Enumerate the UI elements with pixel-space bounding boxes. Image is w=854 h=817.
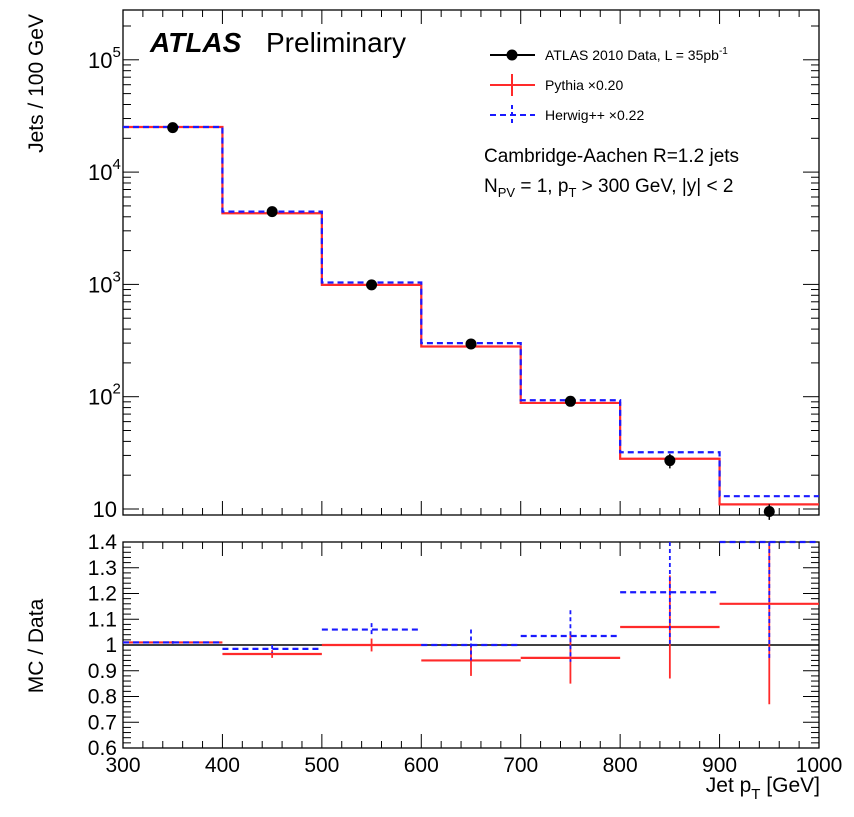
xtick-label: 500 (304, 754, 339, 777)
xtick-label: 400 (205, 754, 240, 777)
ratio-ytick-labels: 0.60.70.80.911.11.21.31.4 (88, 531, 118, 760)
ratio-series-layer (123, 542, 819, 704)
xtick-label: 800 (603, 754, 638, 777)
ratio-ytick-label: 0.7 (88, 711, 117, 734)
data-point (366, 279, 377, 290)
xaxis-label: Jet pT [GeV] (706, 774, 820, 803)
ratio-ytick-label: 1.2 (88, 583, 117, 606)
main-ytick-label: 104 (88, 156, 121, 185)
legend-entry-herwig: Herwig++ ×0.22 (490, 105, 644, 125)
data-point (167, 122, 178, 133)
atlas-label: ATLAS (149, 27, 242, 58)
ratio-ytick-label: 1.3 (88, 557, 117, 580)
xtick-label: 700 (503, 754, 538, 777)
main-ylabel: Jets / 100 GeV (25, 14, 48, 153)
xtick-label: 300 (105, 754, 140, 777)
legend-label-data: ATLAS 2010 Data, L = 35pb-1 (545, 46, 728, 63)
data-point (764, 506, 775, 517)
main-ytick-label: 103 (88, 268, 121, 297)
main-ytick-label: 10 (93, 497, 117, 522)
ratio-ytick-label: 1 (105, 634, 117, 657)
ratio-ytick-label: 0.8 (88, 686, 117, 709)
jet-info-annotation: Cambridge-Aachen R=1.2 jets (484, 146, 739, 167)
main-ytick-labels: 10 102 103 104 105 (88, 44, 121, 522)
data-point (565, 396, 576, 407)
ratio-ylabel: MC / Data (25, 598, 48, 693)
main-ytick-label: 102 (88, 381, 121, 410)
ratio-ytick-label: 0.9 (88, 660, 117, 683)
ratio-ytick-label: 1.4 (88, 531, 118, 554)
legend-entry-pythia: Pythia ×0.20 (490, 74, 623, 96)
selection-annotation: NPV = 1, pT > 300 GeV, |y| < 2 (484, 176, 733, 200)
main-axis-ticks (123, 10, 819, 515)
legend-entry-data: ATLAS 2010 Data, L = 35pb-1 (490, 46, 728, 63)
ratio-ytick-label: 1.1 (88, 608, 117, 631)
legend: ATLAS 2010 Data, L = 35pb-1 Pythia ×0.20… (490, 46, 728, 125)
main-plot-frame (123, 10, 819, 515)
xtick-label: 600 (404, 754, 439, 777)
preliminary-label: Preliminary (266, 27, 406, 58)
data-point (664, 455, 675, 466)
data-point (466, 338, 477, 349)
legend-label-pythia: Pythia ×0.20 (545, 77, 623, 93)
main-ytick-label: 105 (88, 44, 121, 73)
legend-label-herwig: Herwig++ ×0.22 (545, 107, 644, 123)
data-point (267, 206, 278, 217)
